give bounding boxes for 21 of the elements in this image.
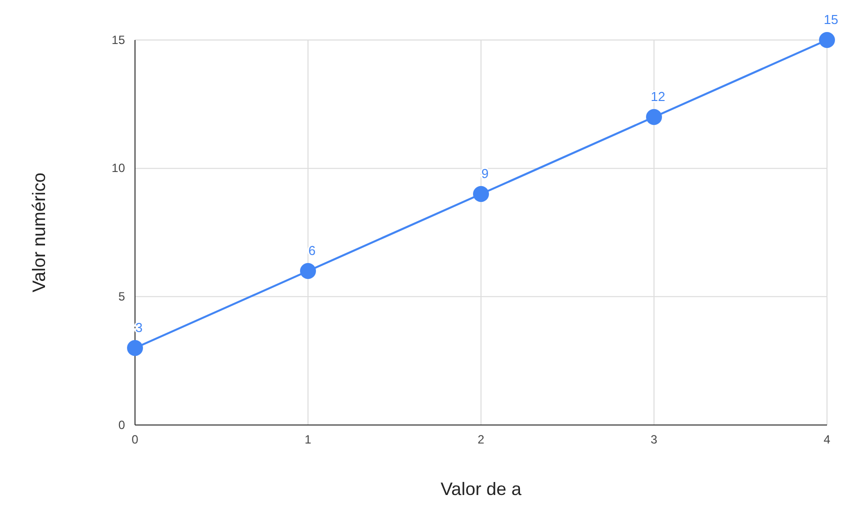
x-axis-title: Valor de a	[440, 479, 522, 499]
data-label: 3	[135, 320, 143, 335]
data-label: 12	[650, 89, 666, 104]
point	[473, 186, 489, 202]
point	[646, 109, 662, 125]
point	[300, 263, 316, 279]
x-tick-label: 0	[132, 432, 139, 447]
y-axis-title: Valor numérico	[29, 172, 49, 292]
y-tick-label: 5	[118, 290, 126, 304]
point	[127, 340, 143, 356]
data-label: 9	[481, 166, 489, 181]
x-tick-label: 2	[478, 432, 485, 447]
data-label: 6	[308, 243, 316, 258]
x-tick-label: 4	[824, 432, 831, 447]
point	[819, 32, 835, 48]
y-tick-label: 10	[112, 161, 126, 176]
y-tick-label: 15	[112, 32, 126, 47]
y-tick-label: 0	[118, 418, 126, 432]
data-label: 15	[824, 12, 838, 27]
x-tick-label: 1	[304, 432, 312, 447]
x-tick-label: 3	[650, 432, 658, 447]
